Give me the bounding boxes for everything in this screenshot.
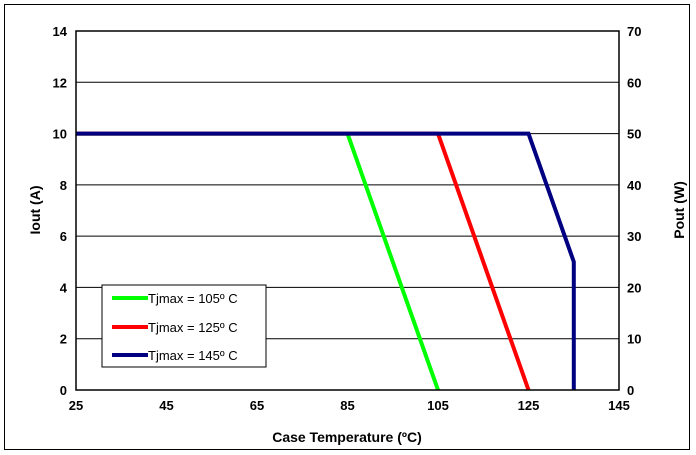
y-tick-label-right-3: 30: [627, 229, 641, 244]
y-tick-label-right-0: 0: [627, 383, 634, 398]
y-tick-label-left-2: 4: [60, 280, 68, 295]
x-tick-label-0: 25: [69, 398, 83, 413]
y-axis-title-left: Iout (A): [27, 186, 43, 235]
x-tick-label-2: 65: [250, 398, 264, 413]
y-axis-title-right: Pout (W): [671, 181, 687, 239]
y-tick-label-left-6: 12: [53, 75, 67, 90]
y-tick-label-left-1: 2: [60, 332, 67, 347]
y-tick-label-left-5: 10: [53, 127, 67, 142]
y-tick-label-right-2: 20: [627, 280, 641, 295]
y-tick-label-left-3: 6: [60, 229, 67, 244]
x-tick-label-6: 145: [608, 398, 630, 413]
y-tick-label-right-4: 40: [627, 178, 641, 193]
x-axis-title: Case Temperature (ºC): [272, 429, 422, 445]
legend-label-1: Tjmax = 125º C: [148, 320, 238, 335]
legend-label-2: Tjmax = 145º C: [148, 348, 238, 363]
y-tick-label-right-1: 10: [627, 332, 641, 347]
y-tick-label-left-4: 8: [60, 178, 67, 193]
x-tick-label-3: 85: [340, 398, 354, 413]
x-tick-label-5: 125: [518, 398, 540, 413]
y-tick-label-right-7: 70: [627, 24, 641, 39]
y-tick-label-right-5: 50: [627, 127, 641, 142]
x-tick-label-4: 105: [427, 398, 449, 413]
plot-border: [75, 30, 620, 391]
x-tick-label-1: 45: [159, 398, 173, 413]
tick-labels: 25 45 65 85 105 125 14502468101214010203040506…: [53, 24, 642, 413]
y-tick-label-left-0: 0: [60, 383, 67, 398]
series-lines: [76, 131, 576, 391]
legend: Tjmax = 105º C Tjmax = 125º C Tjmax = 14…: [101, 284, 267, 368]
y-tick-label-left-7: 14: [53, 24, 68, 39]
series-line-2: [76, 131, 576, 390]
legend-label-0: Tjmax = 105º C: [148, 291, 238, 306]
y-tick-label-right-6: 60: [627, 75, 641, 90]
